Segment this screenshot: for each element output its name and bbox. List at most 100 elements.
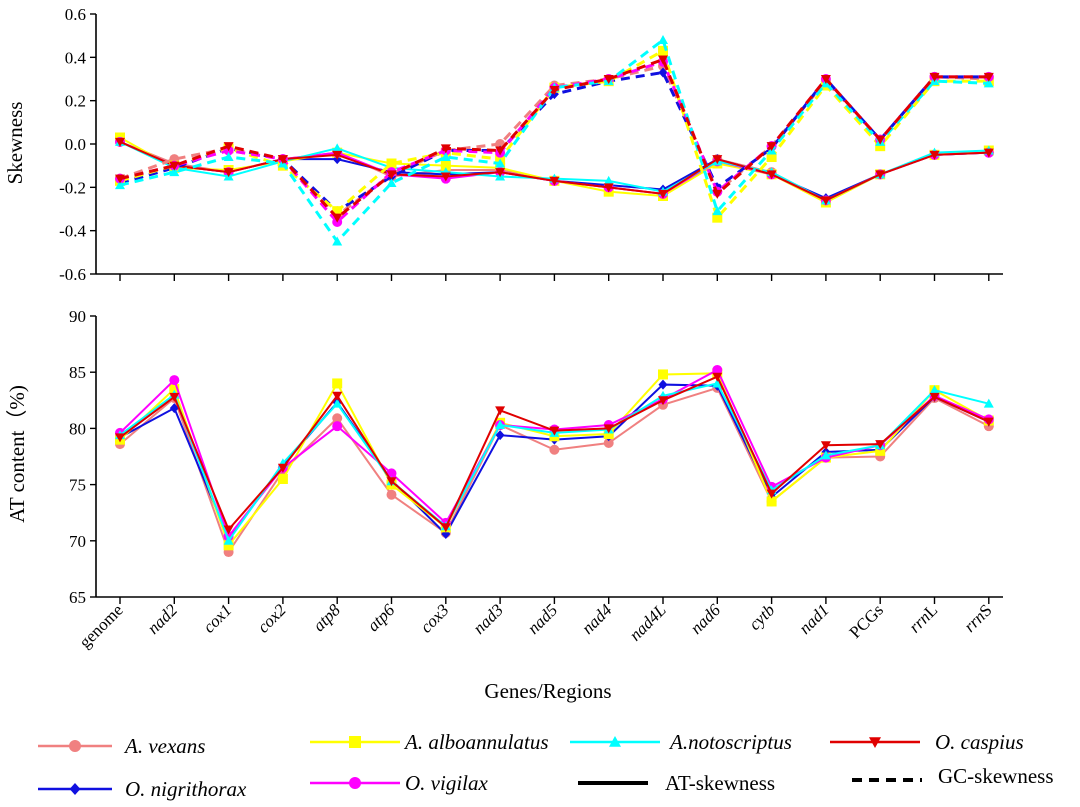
data-point xyxy=(115,180,125,190)
y-tick-label: 70 xyxy=(69,532,86,551)
data-point xyxy=(929,150,940,160)
x-tick-label: genome xyxy=(75,600,126,651)
data-point xyxy=(658,67,668,78)
data-point xyxy=(495,406,506,416)
x-tick-label: nad4 xyxy=(578,600,616,638)
y-tick-label: -0.4 xyxy=(59,222,86,241)
data-point xyxy=(332,150,343,160)
data-point xyxy=(115,137,125,147)
legend-label: O. vigilax xyxy=(405,771,488,795)
x-tick-label: rrnL xyxy=(905,600,941,636)
legend: A. vexans O. nigrithorax A. alboannulatus O… xyxy=(38,730,1054,801)
data-point xyxy=(332,378,343,389)
data-point xyxy=(658,396,668,406)
data-point xyxy=(223,142,234,152)
data-point xyxy=(766,142,777,152)
y-tick-label: -0.2 xyxy=(59,178,86,197)
y-tick-label: 0.2 xyxy=(65,92,86,111)
series-line-a-vexans xyxy=(119,386,990,555)
data-point xyxy=(603,438,614,449)
data-point xyxy=(820,450,831,460)
data-point xyxy=(549,444,560,455)
legend-label: O. caspius xyxy=(935,730,1024,754)
y-axis-title-at-content: AT content（%) xyxy=(5,385,29,523)
series-line-a-alboannulatus xyxy=(119,372,990,548)
data-point xyxy=(983,417,994,427)
data-point xyxy=(820,441,831,451)
y-tick-label: 90 xyxy=(69,307,86,326)
data-point xyxy=(495,430,505,441)
data-point xyxy=(332,391,343,401)
data-point xyxy=(875,141,886,152)
legend-marker xyxy=(869,737,881,748)
data-point xyxy=(658,369,668,380)
data-point xyxy=(332,413,343,424)
legend-label: O. nigrithorax xyxy=(125,777,247,801)
data-point xyxy=(332,398,343,408)
data-point xyxy=(766,496,777,507)
data-point xyxy=(223,525,234,535)
data-point xyxy=(658,379,668,390)
legend-marker xyxy=(69,783,81,795)
data-point xyxy=(386,489,397,500)
data-point xyxy=(712,206,723,216)
series-line-a-alboannulatus-gc-skewness xyxy=(119,48,989,221)
data-point xyxy=(115,174,125,184)
data-point xyxy=(658,189,668,199)
legend-marker xyxy=(609,736,621,747)
data-point xyxy=(549,85,560,95)
data-point xyxy=(658,35,668,44)
legend-label: AT-skewness xyxy=(665,771,775,795)
data-point xyxy=(386,170,397,180)
data-point xyxy=(766,489,777,499)
x-tick-label: nad2 xyxy=(144,600,182,638)
data-point xyxy=(929,72,940,82)
x-tick-label: rrnS xyxy=(960,600,995,635)
y-tick-label: 80 xyxy=(69,419,86,438)
series-line-o-nigrithorax xyxy=(119,383,990,541)
y-tick-label: 0.4 xyxy=(65,48,87,67)
legend-label: A. alboannulatus xyxy=(403,730,549,754)
legend-marker xyxy=(69,740,81,752)
x-tick-label: atp6 xyxy=(364,600,399,635)
data-point xyxy=(603,75,614,84)
x-tick-label: atp8 xyxy=(309,600,344,635)
data-point xyxy=(983,398,994,408)
data-point xyxy=(169,161,180,171)
data-point xyxy=(712,189,723,199)
data-point xyxy=(277,463,288,473)
data-point xyxy=(440,152,451,161)
data-point xyxy=(440,144,451,154)
data-point xyxy=(603,175,614,185)
x-tick-label: cytb xyxy=(745,600,778,633)
x-tick-label: cox2 xyxy=(254,600,290,636)
data-point xyxy=(332,206,343,217)
data-point xyxy=(386,158,397,169)
data-point xyxy=(603,183,614,193)
data-point xyxy=(332,213,343,223)
data-point xyxy=(875,440,886,450)
legend-label: A. vexans xyxy=(123,734,205,758)
data-point xyxy=(332,421,343,432)
data-point xyxy=(223,168,234,178)
data-point xyxy=(169,167,180,177)
x-tick-label: nad3 xyxy=(469,600,506,637)
y-axis-title-skewness: Skewness xyxy=(3,102,27,185)
y-tick-label: -0.6 xyxy=(59,265,86,284)
x-tick-label: cox3 xyxy=(416,600,452,636)
data-point xyxy=(820,75,831,84)
data-point xyxy=(820,196,831,206)
y-tick-label: 0.6 xyxy=(65,5,86,24)
legend-marker xyxy=(349,777,361,789)
data-point xyxy=(495,420,506,430)
data-point xyxy=(549,426,560,436)
data-point xyxy=(929,385,940,395)
data-point xyxy=(658,55,668,65)
data-point xyxy=(495,146,506,156)
y-tick-label: 65 xyxy=(69,588,86,607)
data-point xyxy=(440,523,451,533)
data-point xyxy=(169,392,180,402)
data-point xyxy=(223,540,234,551)
data-point xyxy=(712,372,723,382)
